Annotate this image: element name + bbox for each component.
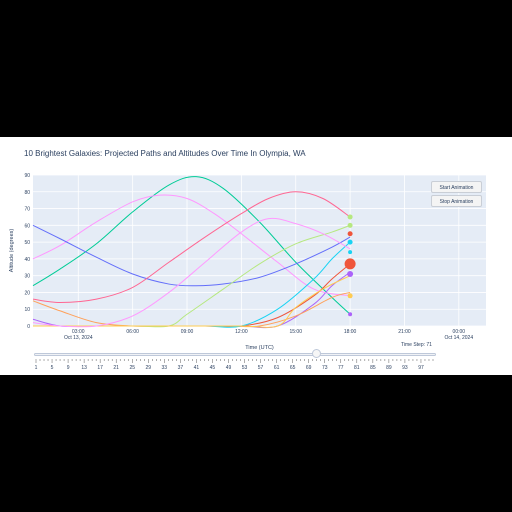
y-axis-label: Altitude (degrees) xyxy=(9,229,15,273)
x-tick-label: 12:00 xyxy=(235,329,248,335)
y-tick-label: 60 xyxy=(24,223,30,229)
y-tick-label: 80 xyxy=(24,190,30,196)
current-markers xyxy=(344,214,356,317)
time-step-label: Time Step: 71 xyxy=(401,342,432,348)
time-slider-handle[interactable] xyxy=(312,349,322,358)
stop-animation-button[interactable]: Stop Animation xyxy=(431,195,482,207)
x-tick-date-label: Oct 14, 2024 xyxy=(444,335,473,341)
time-slider-track[interactable] xyxy=(34,353,436,356)
series-line xyxy=(32,194,351,297)
plot-area xyxy=(33,175,486,326)
series-marker xyxy=(347,222,353,228)
y-tick-label: 40 xyxy=(24,257,30,263)
x-tick-label: 18:00 xyxy=(344,329,357,335)
x-tick-label: 09:00 xyxy=(181,329,194,335)
series-marker xyxy=(347,270,354,277)
chart-title: 10 Brightest Galaxies: Projected Paths a… xyxy=(24,149,306,158)
grid-lines xyxy=(33,174,486,327)
x-axis-label: Time (UTC) xyxy=(245,345,274,351)
series-line xyxy=(32,191,351,304)
series-marker xyxy=(347,214,353,220)
series-marker xyxy=(348,250,353,255)
start-animation-button[interactable]: Start Animation xyxy=(431,181,482,193)
series-line xyxy=(32,224,351,287)
series-marker xyxy=(348,312,353,317)
x-tick-label: 21:00 xyxy=(398,329,411,335)
y-tick-label: 70 xyxy=(24,207,30,213)
y-tick-label: 20 xyxy=(24,290,30,296)
y-tick-label: 50 xyxy=(24,240,30,246)
y-tick-label: 90 xyxy=(24,173,30,179)
series-marker xyxy=(344,258,356,270)
x-tick-label: 00:00 xyxy=(453,329,466,335)
x-tick-date-label: Oct 13, 2024 xyxy=(64,335,93,341)
y-tick-label: 10 xyxy=(24,307,30,313)
series-marker xyxy=(347,239,353,245)
x-tick-label: 06:00 xyxy=(126,329,139,335)
series-lines xyxy=(32,176,351,329)
series-line xyxy=(32,217,351,328)
series-line xyxy=(32,275,351,328)
x-tick-label: 03:00 xyxy=(72,329,85,335)
series-marker xyxy=(347,293,353,299)
y-tick-label: 0 xyxy=(27,324,30,330)
series-marker xyxy=(347,231,353,237)
y-tick-label: 30 xyxy=(24,274,30,280)
x-tick-label: 15:00 xyxy=(289,329,302,335)
